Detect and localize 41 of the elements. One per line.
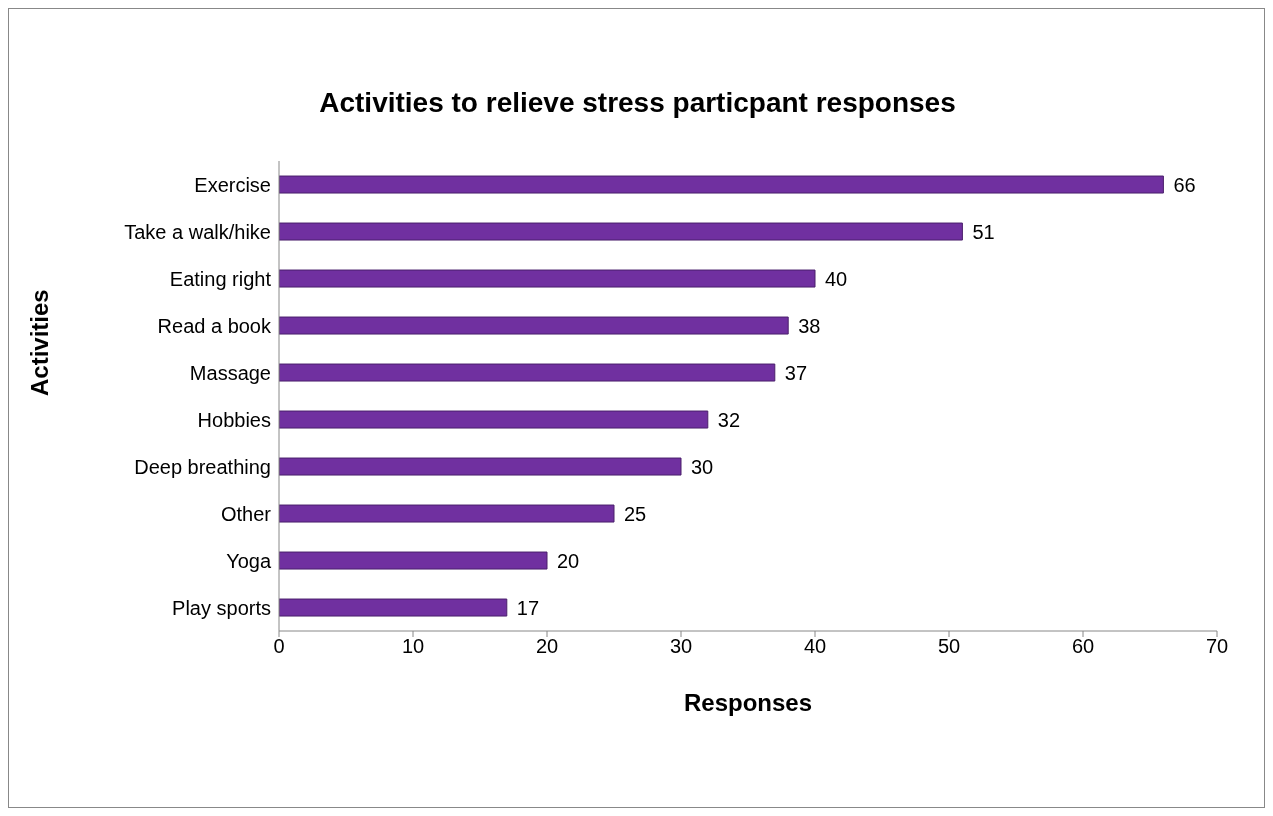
- x-tick-label: 70: [1205, 635, 1229, 658]
- data-label: 38: [798, 314, 821, 337]
- bar: [279, 457, 682, 476]
- x-tick-label: 0: [273, 635, 285, 658]
- y-tick-label: Exercise: [194, 173, 271, 196]
- bar: [279, 598, 508, 617]
- x-axis-title: Responses: [683, 689, 813, 716]
- y-tick-label: Eating right: [169, 267, 272, 290]
- data-label: 30: [691, 455, 714, 478]
- y-tick-label: Read a book: [157, 314, 272, 337]
- data-label: 32: [717, 408, 741, 431]
- bar: [279, 316, 789, 335]
- bar: [279, 363, 776, 382]
- y-axis-title: Activities: [25, 289, 53, 396]
- data-label: 66: [1173, 173, 1196, 196]
- bar: [279, 504, 615, 523]
- bar: [279, 551, 548, 570]
- data-label: 17: [516, 596, 540, 619]
- data-label: 40: [825, 267, 848, 290]
- y-tick-label: Play sports: [172, 596, 271, 619]
- data-label: 51: [972, 220, 995, 243]
- y-tick-label: Other: [220, 502, 272, 525]
- x-tick-label: 10: [401, 635, 425, 658]
- x-tick-label: 60: [1071, 635, 1095, 658]
- x-tick-label: 30: [669, 635, 693, 658]
- x-tick-label: 40: [803, 635, 827, 658]
- bar: [279, 269, 816, 288]
- y-tick-label: Massage: [189, 361, 271, 384]
- y-tick-label: Hobbies: [197, 408, 271, 431]
- data-label: 37: [784, 361, 808, 384]
- y-tick-label: Take a walk/hike: [124, 220, 271, 243]
- bar: [279, 222, 963, 241]
- data-label: 25: [624, 502, 647, 525]
- y-tick-label: Yoga: [226, 549, 272, 572]
- data-label: 20: [557, 549, 580, 572]
- chart-title: Activities to relieve stress particpant responses: [318, 87, 957, 119]
- y-tick-label: Deep breathing: [134, 455, 271, 478]
- x-tick-label: 50: [937, 635, 961, 658]
- bar: [279, 175, 1164, 194]
- bar: [279, 410, 709, 429]
- x-tick-label: 20: [535, 635, 559, 658]
